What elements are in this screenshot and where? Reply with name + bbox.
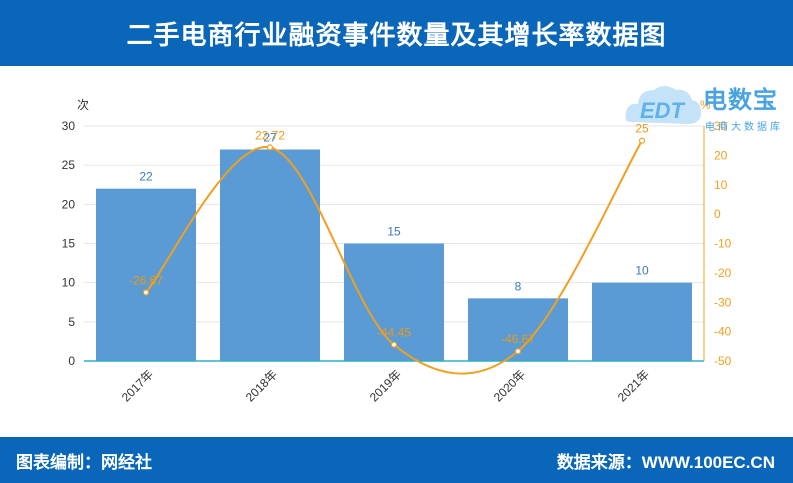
- bar: [96, 188, 196, 361]
- y-left-unit: 次: [77, 98, 89, 112]
- y-right-unit: %: [700, 98, 711, 112]
- x-tick-label: 2019年: [367, 367, 404, 404]
- watermark-badge: EDT: [640, 98, 686, 123]
- bar-value-label: 27: [263, 131, 277, 145]
- line-point: [266, 144, 274, 151]
- bar-value-label: 8: [515, 279, 522, 293]
- line-point: [390, 341, 398, 348]
- bar-value-label: 10: [635, 264, 649, 278]
- bar-value-label: 15: [387, 225, 401, 239]
- header-bar: 二手电商行业融资事件数量及其增长率数据图: [0, 0, 793, 66]
- line-value-label: 25: [635, 122, 649, 136]
- y-left-tick-label: 10: [62, 276, 76, 290]
- x-tick-label: 2020年: [491, 367, 528, 404]
- footer-source: 数据来源：WWW.100EC.CN: [556, 452, 775, 472]
- bar: [344, 243, 444, 361]
- y-left-tick-label: 0: [68, 354, 75, 368]
- x-tick-label: 2018年: [243, 367, 280, 404]
- y-left-tick-label: 25: [62, 158, 76, 172]
- page-title: 二手电商行业融资事件数量及其增长率数据图: [126, 19, 667, 50]
- y-right-tick-label: 20: [714, 148, 728, 162]
- x-tick-label: 2017年: [119, 367, 156, 404]
- bar: [220, 149, 320, 361]
- y-left-tick-label: 20: [62, 197, 76, 211]
- y-right-tick-label: -40: [714, 325, 732, 339]
- y-left-tick-label: 30: [62, 119, 76, 133]
- y-right-tick-label: 10: [714, 178, 728, 192]
- y-right-tick-label: -30: [714, 295, 732, 309]
- cloud-logo-icon: EDT: [625, 86, 702, 124]
- y-right-tick-label: 30: [714, 119, 728, 133]
- x-tick-label: 2021年: [615, 367, 652, 404]
- y-right-tick-label: -50: [714, 354, 732, 368]
- line-point: [142, 289, 150, 296]
- bar: [592, 282, 692, 361]
- bar-value-label: 22: [139, 170, 153, 184]
- line-value-label: 22.72: [255, 128, 285, 142]
- footer-credit: 图表编制：网经社: [16, 452, 152, 472]
- line-point: [638, 137, 646, 144]
- y-right-tick-label: -20: [714, 266, 732, 280]
- y-right-tick-label: -10: [714, 237, 732, 251]
- y-left-tick-label: 15: [62, 237, 76, 251]
- line-value-label: -44.45: [377, 326, 411, 340]
- line-point: [514, 348, 522, 355]
- y-left-tick-label: 5: [68, 315, 75, 329]
- y-right-tick-label: 0: [714, 207, 721, 221]
- watermark-name: 电数宝: [703, 87, 778, 114]
- line-value-label: -26.67: [129, 273, 163, 287]
- watermark-sub: 电商大数据库: [705, 122, 783, 133]
- line-value-label: -46.67: [501, 332, 535, 346]
- footer-bar: 图表编制：网经社 数据来源：WWW.100EC.CN: [0, 437, 793, 483]
